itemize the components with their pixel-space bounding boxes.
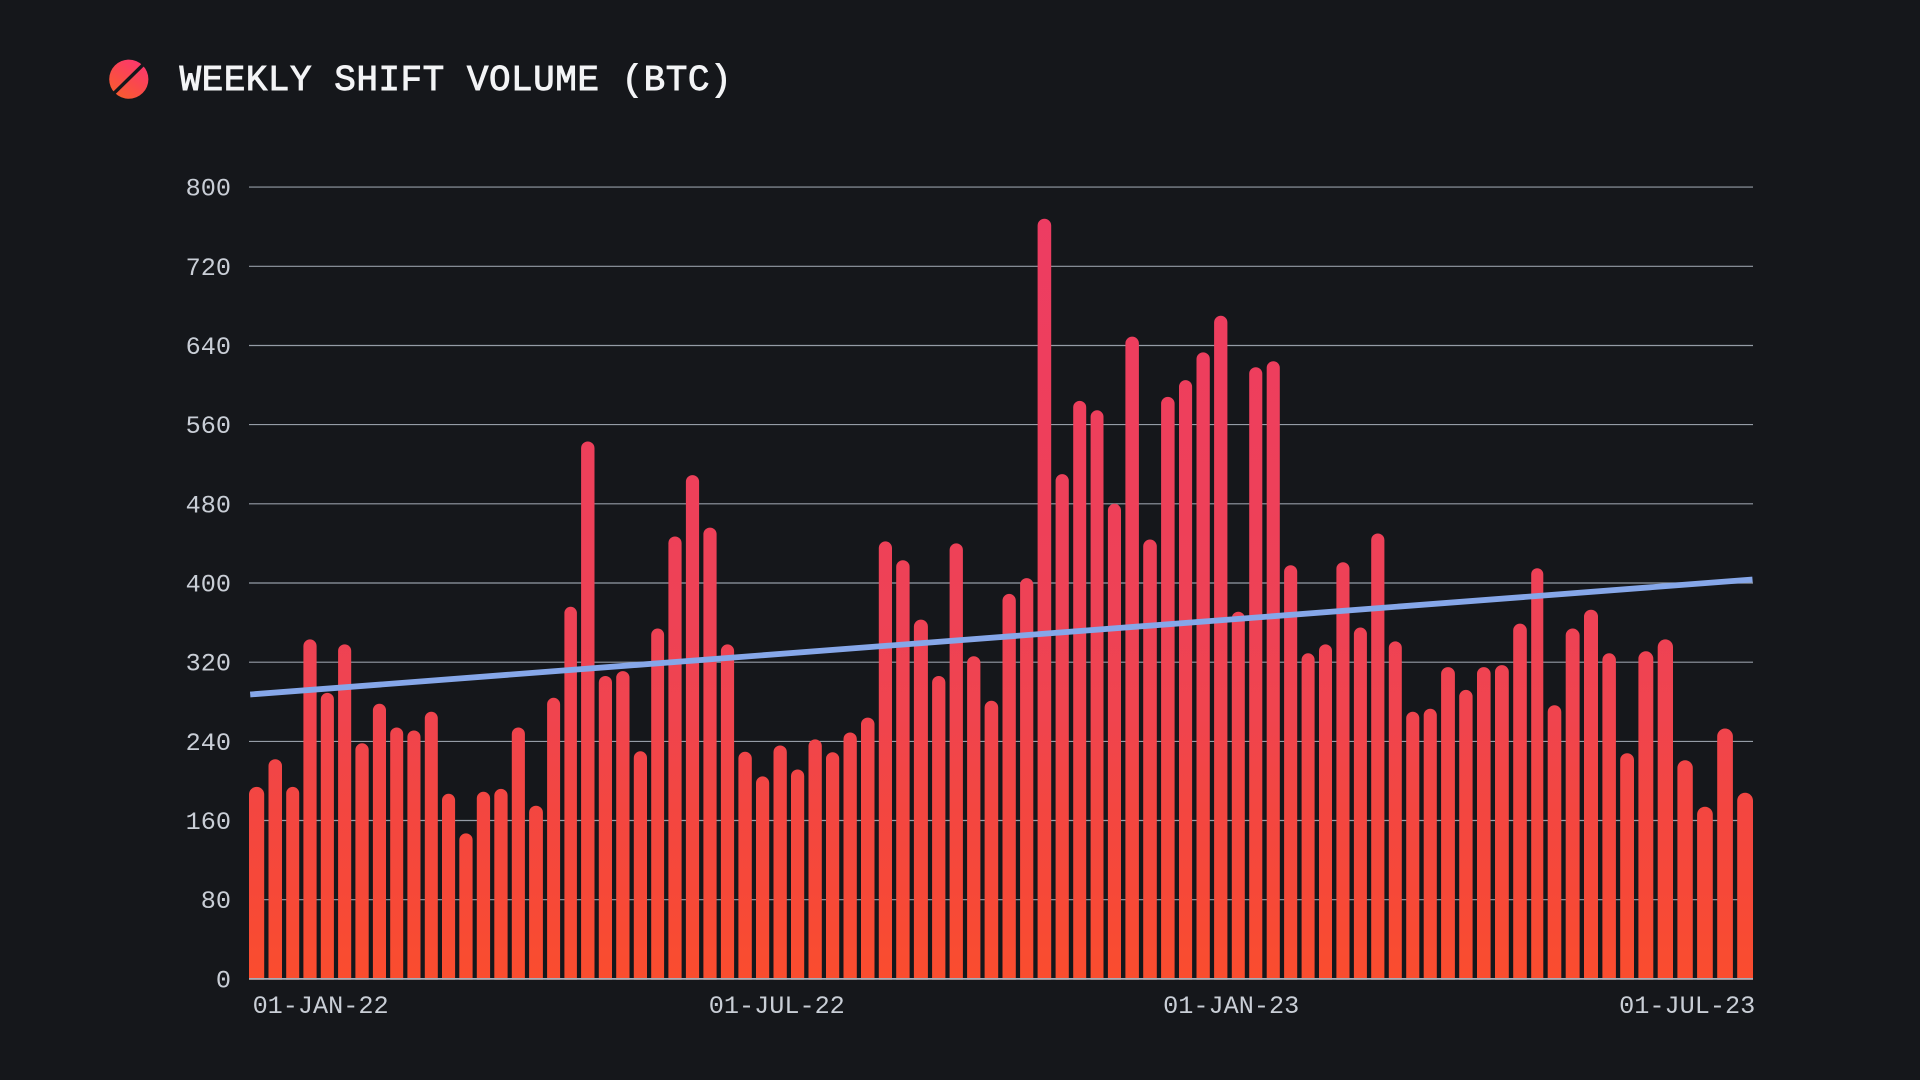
svg-text:720: 720: [186, 254, 231, 283]
svg-text:160: 160: [186, 808, 231, 837]
svg-text:01-JAN-23: 01-JAN-23: [1163, 992, 1299, 1021]
svg-text:01-JUL-23: 01-JUL-23: [1619, 992, 1755, 1021]
svg-text:240: 240: [186, 729, 231, 758]
svg-text:01-JUL-22: 01-JUL-22: [709, 992, 845, 1021]
svg-text:640: 640: [186, 333, 231, 362]
svg-text:560: 560: [186, 412, 231, 441]
svg-text:480: 480: [186, 491, 231, 520]
svg-text:01-JAN-22: 01-JAN-22: [253, 992, 389, 1021]
svg-text:800: 800: [186, 175, 231, 204]
svg-text:80: 80: [201, 887, 231, 916]
svg-text:400: 400: [186, 571, 231, 600]
svg-text:WEEKLY SHIFT VOLUME (BTC): WEEKLY SHIFT VOLUME (BTC): [180, 60, 733, 101]
svg-text:0: 0: [216, 966, 231, 995]
svg-text:320: 320: [186, 650, 231, 679]
